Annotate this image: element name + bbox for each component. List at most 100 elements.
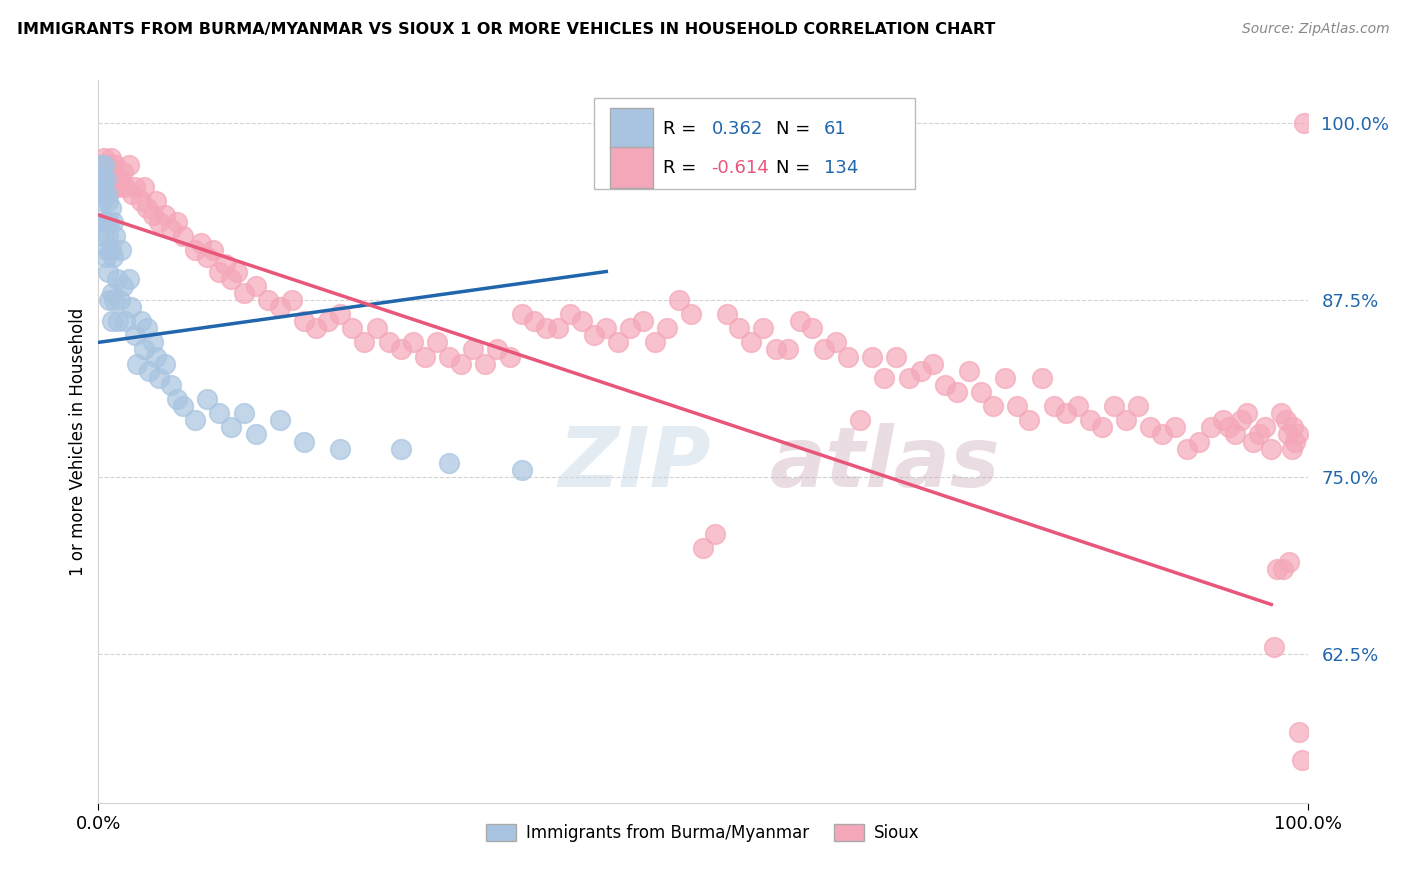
Point <box>510 307 533 321</box>
Point <box>292 434 315 449</box>
Point <box>91 158 114 172</box>
Point <box>437 456 460 470</box>
Point <box>426 335 449 350</box>
Point <box>1188 434 1211 449</box>
Point <box>118 158 141 172</box>
Point <box>103 179 125 194</box>
Point <box>91 179 114 194</box>
Point <box>1263 640 1285 654</box>
Point <box>1291 753 1313 767</box>
Point <box>1031 371 1053 385</box>
Point <box>292 314 315 328</box>
Point <box>1282 420 1305 434</box>
Point <box>353 335 375 350</box>
Point <box>1223 427 1246 442</box>
Point <box>860 350 883 364</box>
Point <box>100 165 122 179</box>
Point <box>103 293 125 307</box>
Point <box>776 343 799 357</box>
Point <box>111 165 134 179</box>
Point <box>135 321 157 335</box>
Point <box>583 328 606 343</box>
Text: 61: 61 <box>824 120 846 137</box>
Point <box>145 194 167 208</box>
Point <box>94 251 117 265</box>
Point <box>153 208 176 222</box>
Point <box>98 215 121 229</box>
Point <box>1286 427 1309 442</box>
Point <box>127 357 149 371</box>
Point <box>184 413 207 427</box>
Text: N =: N = <box>776 120 815 137</box>
Point <box>100 285 122 300</box>
Point <box>135 201 157 215</box>
Point <box>93 151 115 165</box>
Text: 134: 134 <box>824 160 858 178</box>
Point <box>124 328 146 343</box>
Point <box>111 278 134 293</box>
Point <box>245 278 267 293</box>
Point <box>221 420 243 434</box>
Point <box>1277 427 1299 442</box>
Point <box>91 172 114 186</box>
Point <box>1128 399 1150 413</box>
Point <box>90 158 112 172</box>
Text: ZIP: ZIP <box>558 423 710 504</box>
Point <box>849 413 872 427</box>
Point <box>148 215 170 229</box>
Point <box>91 165 114 179</box>
Point <box>1018 413 1040 427</box>
Point <box>153 357 176 371</box>
Point <box>897 371 920 385</box>
Point <box>90 179 112 194</box>
Point <box>91 194 114 208</box>
Point <box>1042 399 1064 413</box>
Point <box>1091 420 1114 434</box>
Point <box>166 392 188 406</box>
Point <box>1078 413 1101 427</box>
Point <box>96 179 118 194</box>
Point <box>93 229 115 244</box>
Point <box>101 251 124 265</box>
Point <box>105 172 128 186</box>
Point <box>142 208 165 222</box>
Point <box>921 357 943 371</box>
Point <box>172 229 194 244</box>
Point <box>1218 420 1240 434</box>
Point <box>1260 442 1282 456</box>
Point <box>934 377 956 392</box>
FancyBboxPatch shape <box>610 147 654 188</box>
Point <box>413 350 436 364</box>
Point <box>1115 413 1137 427</box>
Point <box>1152 427 1174 442</box>
Point <box>1278 555 1301 569</box>
Point <box>232 406 254 420</box>
Point <box>789 314 811 328</box>
Point <box>1270 406 1292 420</box>
Point <box>232 285 254 300</box>
Point <box>190 236 212 251</box>
Text: N =: N = <box>776 160 815 178</box>
Point <box>100 201 122 215</box>
Point <box>728 321 751 335</box>
Point <box>981 399 1004 413</box>
Point <box>166 215 188 229</box>
Point <box>825 335 848 350</box>
Point <box>195 251 218 265</box>
Text: -0.614: -0.614 <box>711 160 769 178</box>
Point <box>100 244 122 258</box>
Point <box>1199 420 1222 434</box>
Point <box>765 343 787 357</box>
Point <box>96 186 118 201</box>
Point <box>121 186 143 201</box>
Point <box>800 321 823 335</box>
Text: R =: R = <box>664 160 702 178</box>
Y-axis label: 1 or more Vehicles in Household: 1 or more Vehicles in Household <box>69 308 87 575</box>
Point <box>437 350 460 364</box>
Point <box>607 335 630 350</box>
Point <box>97 194 120 208</box>
Point <box>269 300 291 314</box>
Point <box>134 343 156 357</box>
Point <box>98 172 121 186</box>
Point <box>377 335 399 350</box>
